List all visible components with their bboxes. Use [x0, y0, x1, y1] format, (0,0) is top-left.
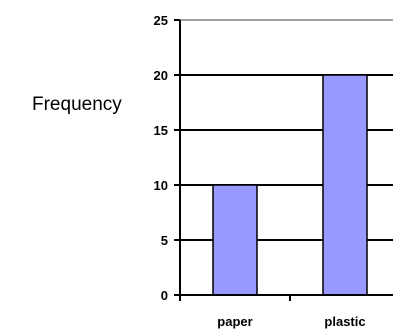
bar-plastic	[322, 74, 368, 296]
y-tick-label-25: 25	[154, 13, 168, 28]
y-tick-label-0: 0	[161, 288, 168, 303]
y-tick-label-15: 15	[154, 123, 168, 138]
y-axis-label: Frequency	[32, 94, 122, 115]
y-tick-label-10: 10	[154, 178, 168, 193]
axes	[174, 19, 393, 301]
y-tick-labels: 0 5 10 15 20 25	[154, 13, 168, 303]
bar-paper	[212, 184, 258, 296]
x-tick-label-paper: paper	[217, 314, 252, 329]
x-tick-labels: paper plastic	[217, 314, 365, 329]
x-tick-label-plastic: plastic	[324, 314, 365, 329]
y-tick-label-20: 20	[154, 68, 168, 83]
y-tick-label-5: 5	[161, 233, 168, 248]
